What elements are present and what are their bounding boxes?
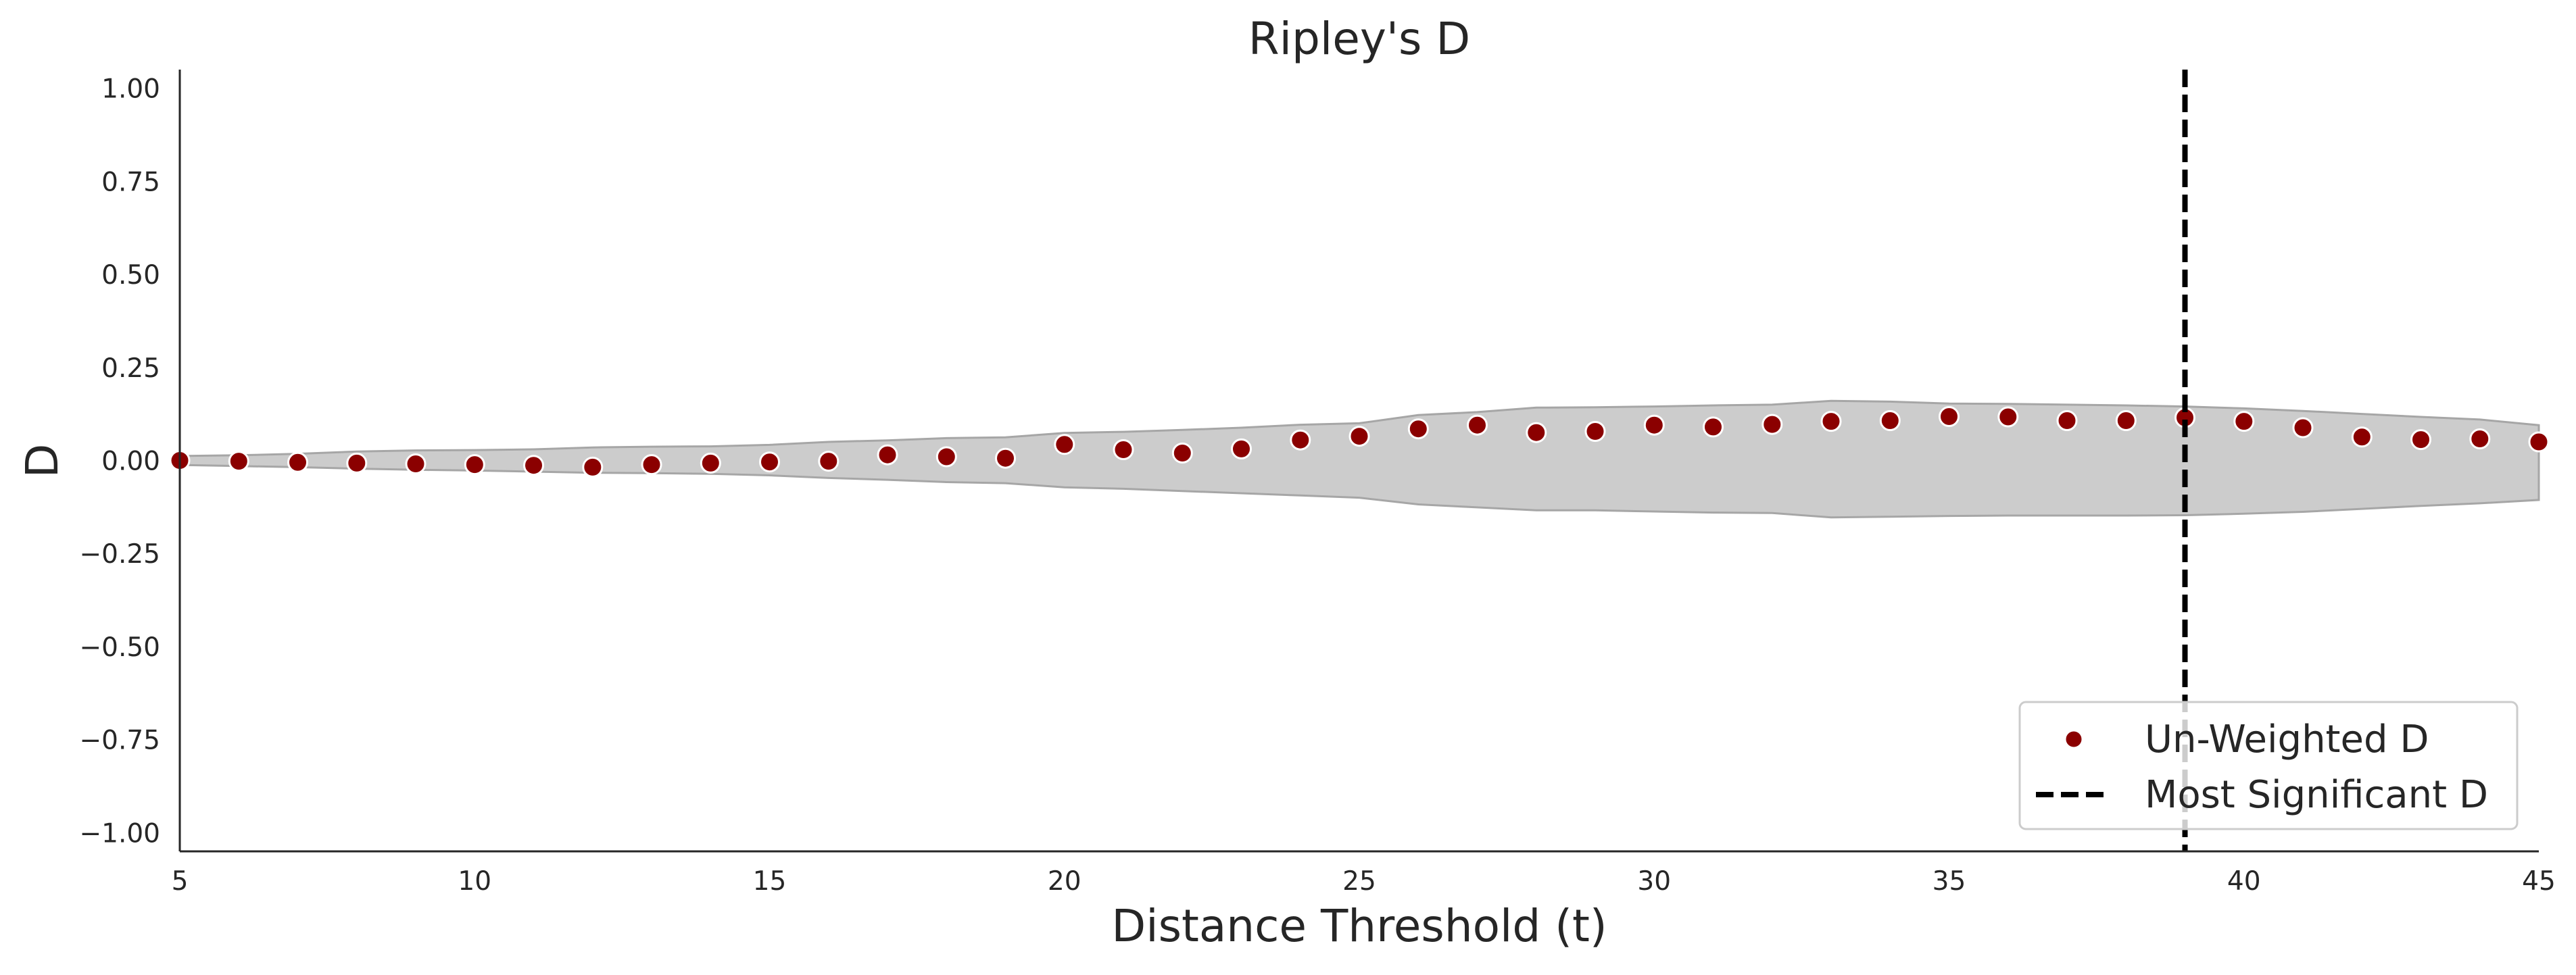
data-point (1467, 414, 1488, 436)
data-point (228, 451, 249, 472)
data-point (2528, 431, 2550, 453)
data-point (1054, 434, 1075, 455)
data-point (2233, 411, 2255, 432)
x-tick-label: 30 (1637, 866, 1671, 897)
data-point (818, 451, 840, 472)
data-point (405, 453, 427, 474)
data-point (2292, 417, 2314, 439)
data-point (877, 444, 898, 466)
data-point (1526, 422, 1547, 443)
points-layer (169, 406, 2550, 478)
data-point (1290, 429, 1311, 451)
x-tick-label: 5 (172, 866, 189, 897)
y-tick-label: −0.25 (79, 539, 160, 570)
y-tick-label: −0.75 (79, 726, 160, 756)
data-point (1584, 421, 1606, 442)
data-point (1643, 414, 1665, 436)
data-point (2469, 428, 2491, 449)
data-point (1113, 439, 1134, 460)
data-point (2410, 429, 2431, 451)
x-tick-label: 45 (2522, 866, 2556, 897)
data-point (2351, 426, 2373, 448)
data-point (1231, 438, 1252, 459)
y-tick-label: 0.00 (101, 447, 160, 477)
y-tick-label: 0.75 (101, 167, 160, 197)
legend: Un-Weighted D Most Significant D (2018, 701, 2519, 830)
data-point (464, 454, 485, 476)
data-point (1879, 410, 1901, 431)
x-axis-label: Distance Threshold (t) (1111, 900, 1607, 952)
x-tick-label: 10 (458, 866, 491, 897)
y-tick-label: −0.50 (79, 632, 160, 663)
data-point (2056, 410, 2078, 431)
legend-marker-unweighted (2064, 729, 2084, 749)
data-point (346, 452, 368, 474)
y-tick-label: 1.00 (101, 74, 160, 105)
envelope-band (178, 399, 2540, 519)
data-point (1761, 414, 1783, 435)
x-tick-label: 15 (753, 866, 787, 897)
legend-frame (2018, 701, 2519, 830)
envelope-layer (178, 399, 2540, 519)
data-point (2115, 410, 2137, 431)
data-point (759, 451, 780, 473)
y-tick-label: 0.25 (101, 353, 160, 384)
data-point (1348, 426, 1370, 447)
data-point (935, 446, 957, 468)
ticks-layer: 5 10 15 20 25 30 35 40 45 1.00 0.75 0.50 0.25 0.00 −0.… (79, 74, 2555, 897)
data-point (641, 454, 662, 476)
data-point (995, 447, 1016, 469)
x-tick-label: 40 (2227, 866, 2261, 897)
data-point (1703, 416, 1724, 438)
data-point (700, 452, 721, 474)
legend-label-most-significant: Most Significant D (2145, 773, 2488, 817)
y-axis-label: D (16, 444, 68, 478)
x-tick-label: 20 (1048, 866, 1082, 897)
x-tick-label: 35 (1933, 866, 1966, 897)
chart-title: Ripley's D (1248, 13, 1470, 65)
data-point (1997, 406, 2019, 428)
data-point (582, 456, 604, 478)
data-point (523, 455, 544, 476)
data-point (1939, 406, 1960, 427)
data-point (1171, 443, 1193, 464)
axes-layer (178, 70, 2539, 853)
legend-label-unweighted: Un-Weighted D (2145, 718, 2429, 761)
data-point (1820, 411, 1842, 432)
y-tick-label: 0.50 (101, 260, 160, 291)
data-point (1407, 418, 1429, 440)
x-tick-label: 25 (1342, 866, 1376, 897)
y-tick-label: −1.00 (79, 818, 160, 849)
data-point (287, 451, 308, 473)
